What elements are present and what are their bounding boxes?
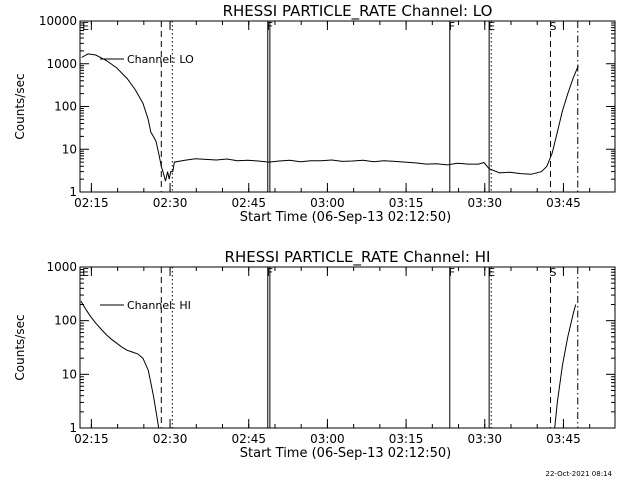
x-tick-label: 03:45 xyxy=(546,196,581,210)
x-tick-label: 03:15 xyxy=(389,196,424,210)
x-tick-label: 02:45 xyxy=(231,432,266,446)
x-axis-label: Start Time (06-Sep-13 02:12:50) xyxy=(240,210,451,225)
x-tick-label: 02:30 xyxy=(153,196,188,210)
event-marker-label: F xyxy=(449,20,455,33)
x-tick-label: 03:30 xyxy=(467,432,502,446)
event-marker-label: S xyxy=(549,266,556,279)
y-tick-label: 1000 xyxy=(46,260,77,274)
y-tick-label: 10000 xyxy=(39,14,77,28)
chart-title: RHESSI PARTICLE_RATE Channel: LO xyxy=(223,2,493,21)
y-tick-label: 100 xyxy=(54,314,77,328)
legend-label: Channel: HI xyxy=(127,299,191,312)
chart-title: RHESSI PARTICLE_RATE Channel: HI xyxy=(225,248,491,267)
x-tick-label: 03:15 xyxy=(389,432,424,446)
event-marker-label: E xyxy=(82,266,89,279)
plot-frame xyxy=(79,266,616,429)
rate-series-line xyxy=(554,304,577,429)
legend-label: Channel: LO xyxy=(127,53,194,66)
y-tick-label: 10 xyxy=(62,367,77,381)
y-axis-label: Counts/sec xyxy=(13,314,27,380)
event-marker-label: F xyxy=(449,266,455,279)
x-tick-label: 03:00 xyxy=(310,432,345,446)
y-tick-label: 100 xyxy=(54,100,77,114)
y-tick-label: 1 xyxy=(69,185,77,199)
x-tick-label: 03:30 xyxy=(467,196,502,210)
y-tick-label: 1 xyxy=(69,421,77,435)
plot-frame xyxy=(79,20,616,193)
rate-series-line xyxy=(80,301,160,429)
y-axis-label: Counts/sec xyxy=(13,73,27,139)
y-tick-label: 10 xyxy=(62,142,77,156)
event-marker-label: E xyxy=(82,20,89,33)
lo-channel-panel: RHESSI PARTICLE_RATE Channel: LO 1 10 100 10… xyxy=(13,2,616,225)
x-tick-label: 02:15 xyxy=(74,432,109,446)
event-marker-label: S xyxy=(549,20,556,33)
x-axis-label: Start Time (06-Sep-13 02:12:50) xyxy=(240,446,451,461)
x-tick-label: 02:30 xyxy=(153,432,188,446)
hi-channel-panel: RHESSI PARTICLE_RATE Channel: HI 1 10 100 10… xyxy=(13,248,616,461)
x-tick-label: 02:45 xyxy=(231,196,266,210)
y-tick-label: 1000 xyxy=(46,57,77,71)
rate-series-line xyxy=(81,53,579,182)
x-tick-label: 03:45 xyxy=(546,432,581,446)
x-tick-label: 03:00 xyxy=(310,196,345,210)
generated-timestamp: 22-Oct-2021 08:14 xyxy=(546,470,613,478)
x-tick-label: 02:15 xyxy=(74,196,109,210)
